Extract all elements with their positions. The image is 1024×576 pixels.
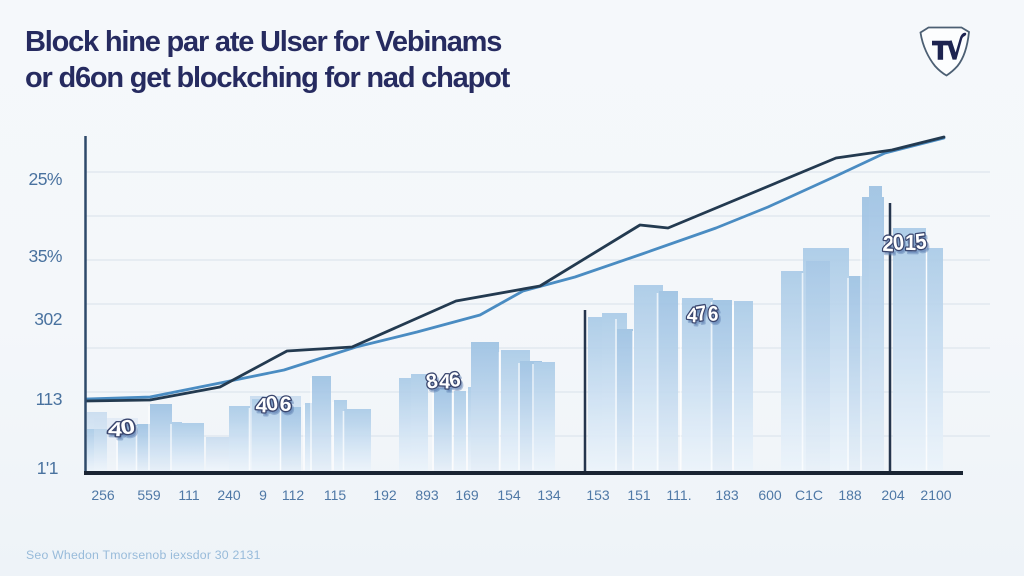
svg-text:406: 406	[254, 391, 293, 419]
svg-text:476: 476	[687, 304, 722, 331]
svg-text:406: 406	[256, 394, 295, 422]
svg-text:846: 846	[424, 367, 462, 395]
svg-text:476: 476	[685, 301, 720, 328]
svg-text:846: 846	[426, 370, 464, 398]
